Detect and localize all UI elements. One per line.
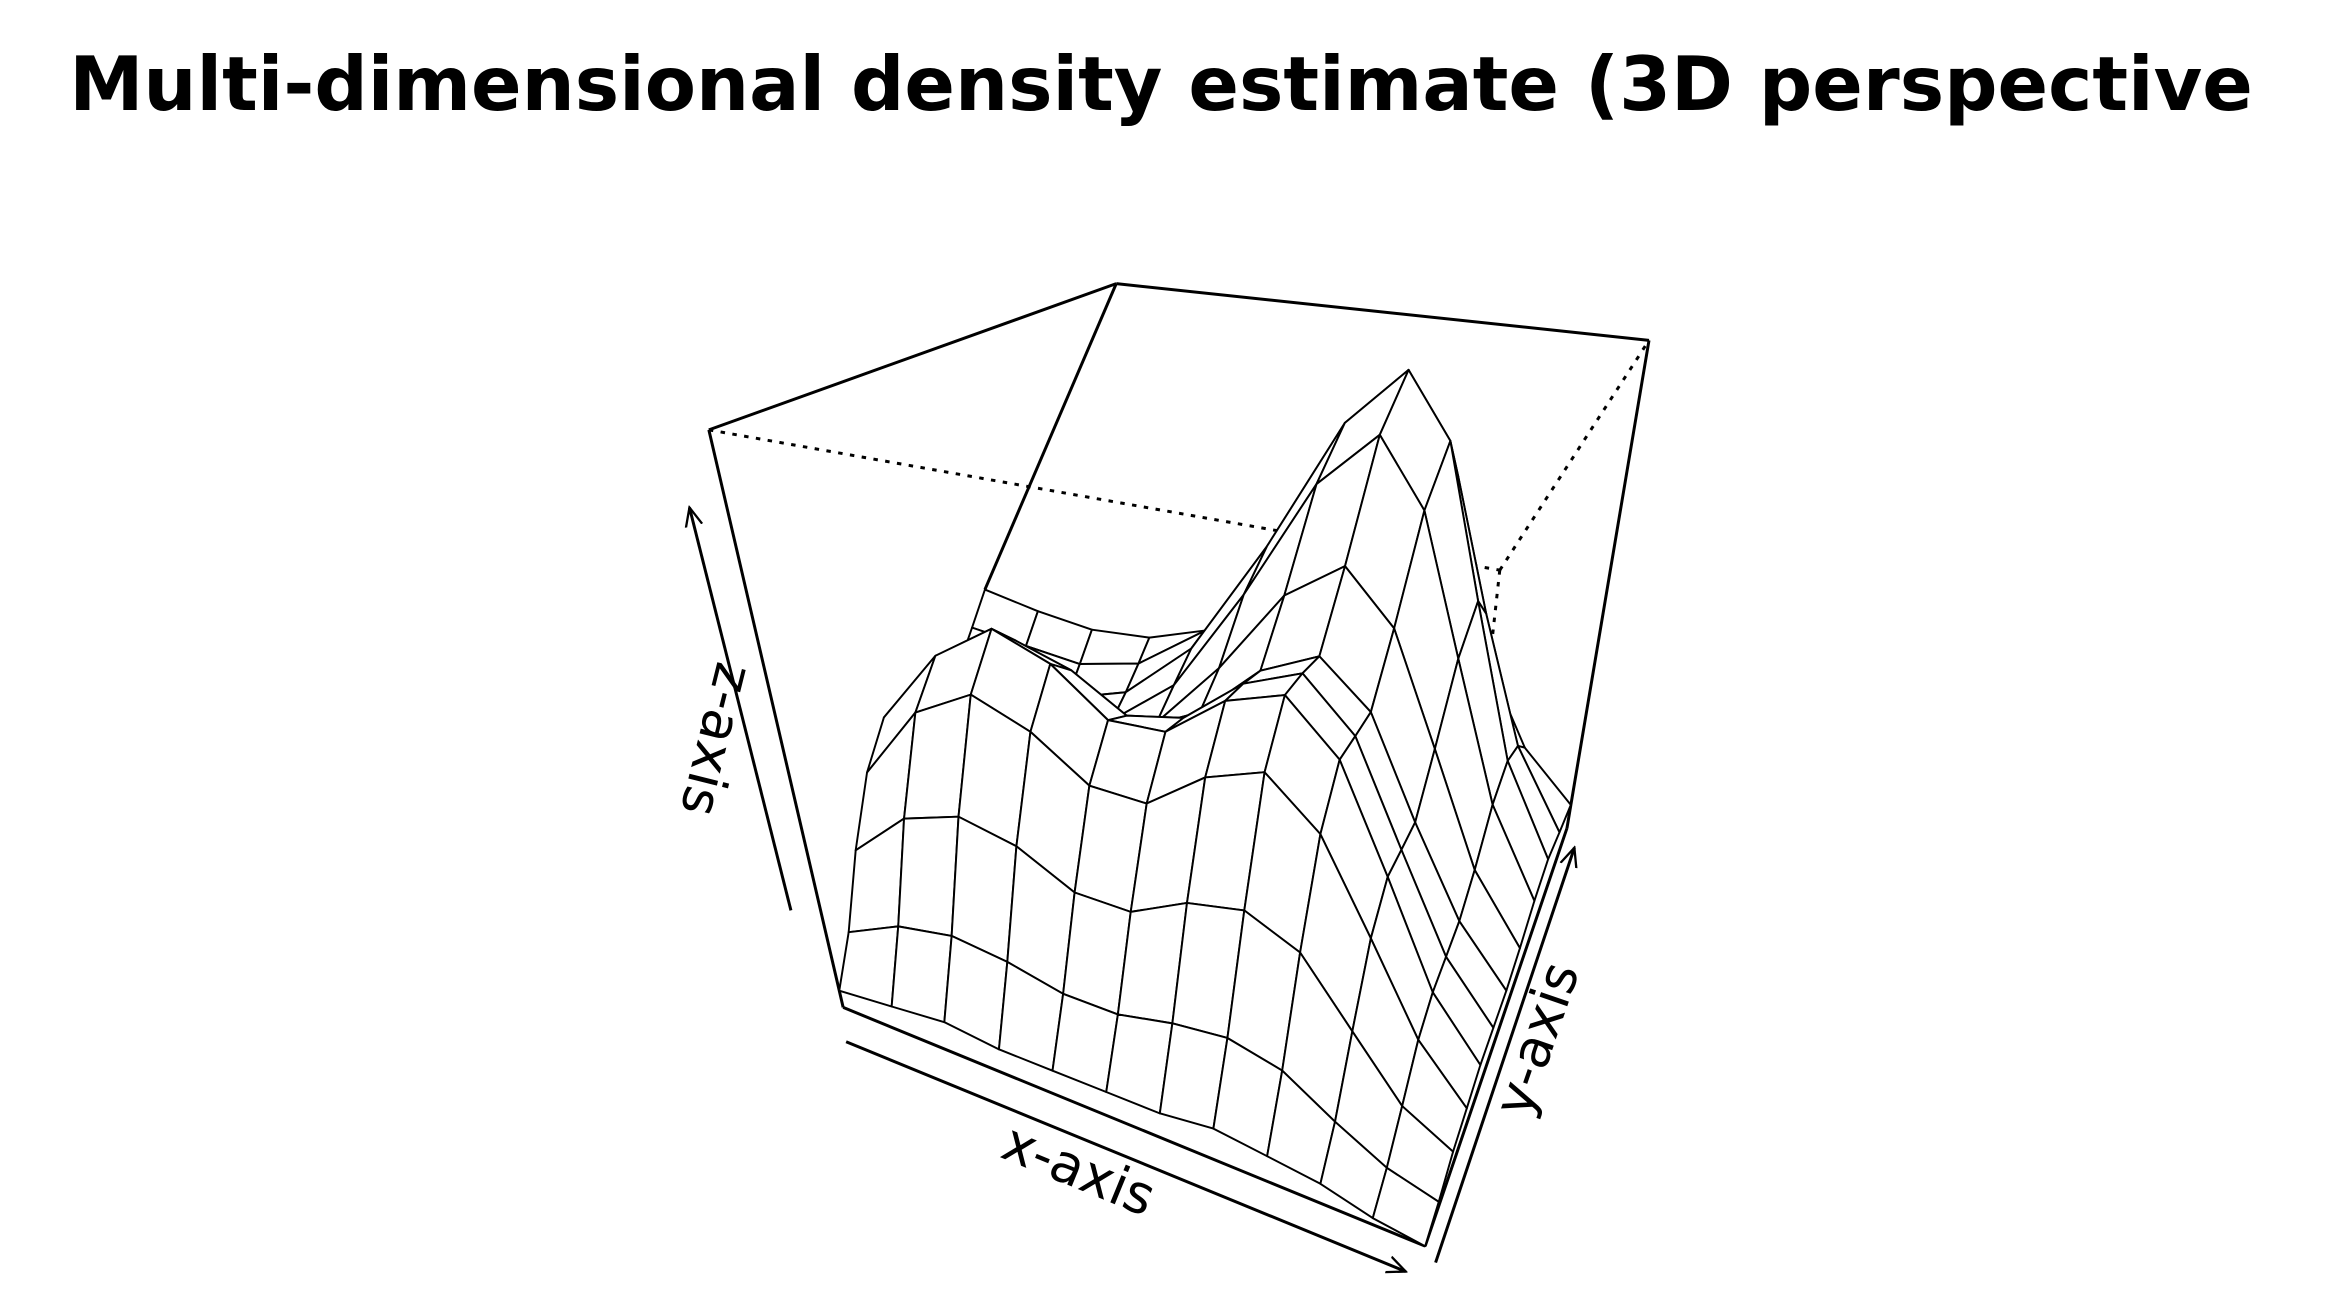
chart-title: Multi-dimensional density estimate (3D p… (69, 41, 2253, 128)
box-edge (707, 429, 845, 1008)
z-axis-arrow (689, 507, 793, 911)
box-edge (842, 1006, 1426, 1248)
surface-facet (838, 925, 900, 1008)
box-edge (983, 283, 1118, 591)
surface-facet (1371, 1166, 1440, 1248)
surface-facet (897, 815, 960, 937)
y-axis-arrow (1434, 848, 1575, 1264)
x-axis-arrow (845, 1040, 1406, 1272)
box-edge (1423, 827, 1569, 1247)
box-edge (1565, 340, 1651, 829)
surface-facet (1078, 628, 1151, 665)
box-edge (1116, 282, 1650, 342)
surface (838, 368, 1572, 1248)
surface-facet (890, 925, 953, 1024)
box-edge (1498, 339, 1651, 571)
z-axis-label: z-axis (668, 657, 767, 823)
box-edge (708, 282, 1117, 432)
